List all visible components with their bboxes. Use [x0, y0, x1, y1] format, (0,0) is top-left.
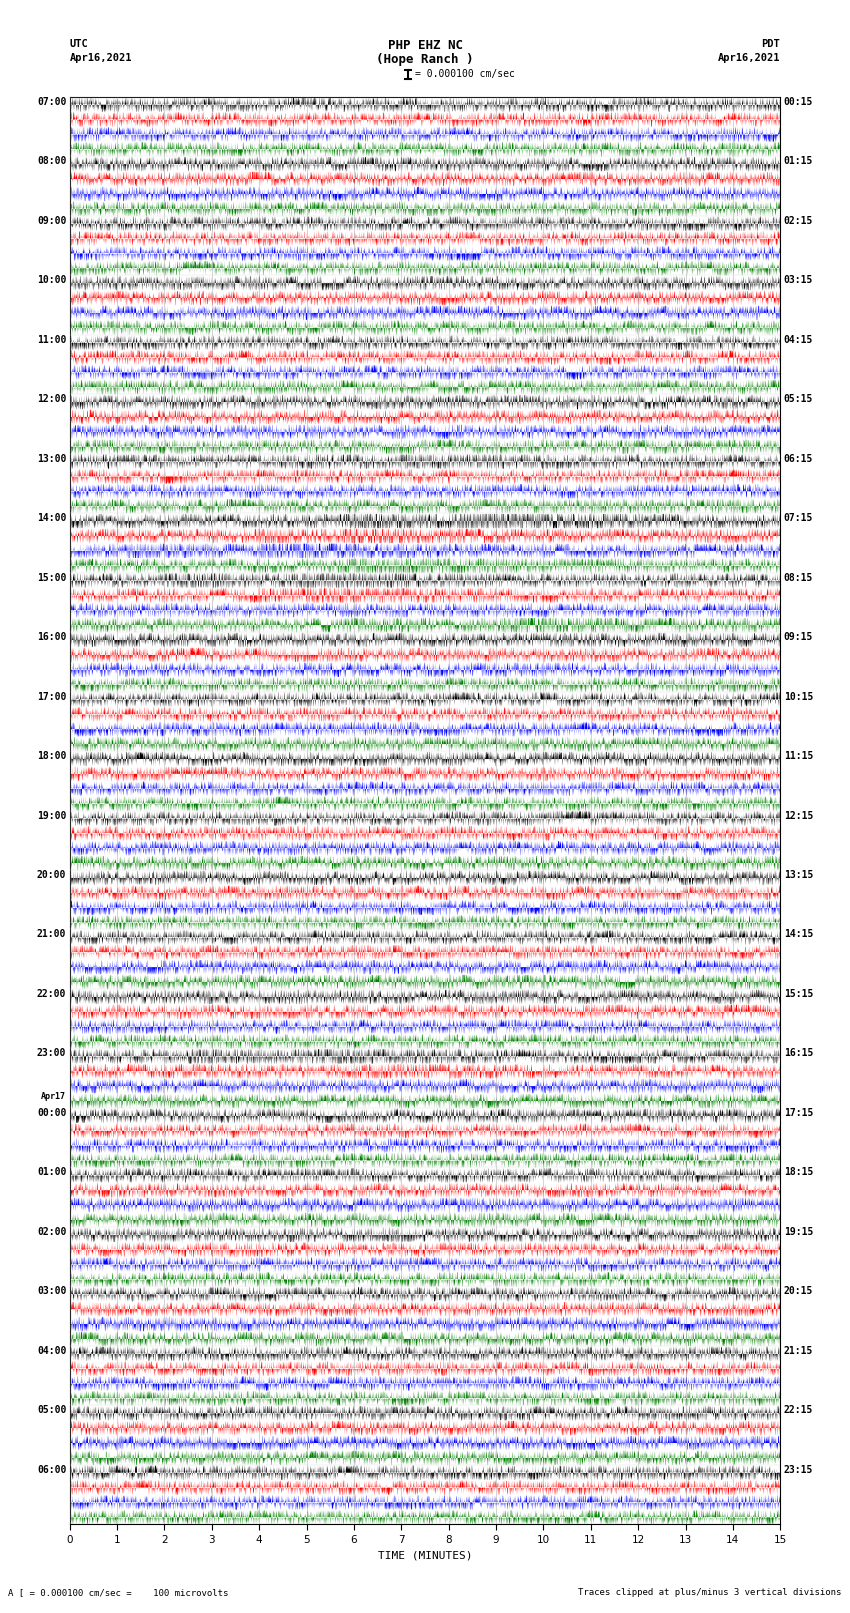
Text: 19:15: 19:15: [784, 1227, 813, 1237]
Text: 02:15: 02:15: [784, 216, 813, 226]
Text: A [ = 0.000100 cm/sec =    100 microvolts: A [ = 0.000100 cm/sec = 100 microvolts: [8, 1587, 229, 1597]
Text: 07:15: 07:15: [784, 513, 813, 523]
Text: 14:15: 14:15: [784, 929, 813, 939]
Text: 17:00: 17:00: [37, 692, 66, 702]
Text: 03:15: 03:15: [784, 276, 813, 286]
Text: 12:15: 12:15: [784, 811, 813, 821]
Text: Apr16,2021: Apr16,2021: [70, 53, 133, 63]
Text: 21:00: 21:00: [37, 929, 66, 939]
Text: 03:00: 03:00: [37, 1287, 66, 1297]
Text: 07:00: 07:00: [37, 97, 66, 106]
Text: 18:15: 18:15: [784, 1168, 813, 1177]
Text: 09:00: 09:00: [37, 216, 66, 226]
X-axis label: TIME (MINUTES): TIME (MINUTES): [377, 1550, 473, 1560]
Text: 05:00: 05:00: [37, 1405, 66, 1415]
Text: PDT: PDT: [762, 39, 780, 48]
Text: 11:15: 11:15: [784, 752, 813, 761]
Text: Apr16,2021: Apr16,2021: [717, 53, 780, 63]
Text: 21:15: 21:15: [784, 1345, 813, 1357]
Text: Apr17: Apr17: [42, 1092, 66, 1102]
Text: 08:15: 08:15: [784, 573, 813, 582]
Text: 04:15: 04:15: [784, 336, 813, 345]
Text: Traces clipped at plus/minus 3 vertical divisions: Traces clipped at plus/minus 3 vertical …: [578, 1587, 842, 1597]
Text: 01:15: 01:15: [784, 156, 813, 166]
Text: 04:00: 04:00: [37, 1345, 66, 1357]
Text: 06:15: 06:15: [784, 453, 813, 463]
Text: 16:15: 16:15: [784, 1048, 813, 1058]
Text: 06:00: 06:00: [37, 1465, 66, 1474]
Text: 01:00: 01:00: [37, 1168, 66, 1177]
Text: 20:00: 20:00: [37, 869, 66, 881]
Text: 12:00: 12:00: [37, 394, 66, 405]
Text: 11:00: 11:00: [37, 336, 66, 345]
Text: 22:15: 22:15: [784, 1405, 813, 1415]
Text: 09:15: 09:15: [784, 632, 813, 642]
Text: = 0.000100 cm/sec: = 0.000100 cm/sec: [415, 69, 514, 79]
Text: 18:00: 18:00: [37, 752, 66, 761]
Text: 20:15: 20:15: [784, 1287, 813, 1297]
Text: 15:15: 15:15: [784, 989, 813, 998]
Text: 22:00: 22:00: [37, 989, 66, 998]
Text: 15:00: 15:00: [37, 573, 66, 582]
Text: 05:15: 05:15: [784, 394, 813, 405]
Text: UTC: UTC: [70, 39, 88, 48]
Text: 00:00: 00:00: [37, 1108, 66, 1118]
Text: 13:00: 13:00: [37, 453, 66, 463]
Text: (Hope Ranch ): (Hope Ranch ): [377, 53, 473, 66]
Text: 23:15: 23:15: [784, 1465, 813, 1474]
Text: 13:15: 13:15: [784, 869, 813, 881]
Text: 00:15: 00:15: [784, 97, 813, 106]
Text: 10:15: 10:15: [784, 692, 813, 702]
Text: 10:00: 10:00: [37, 276, 66, 286]
Text: 02:00: 02:00: [37, 1227, 66, 1237]
Text: 14:00: 14:00: [37, 513, 66, 523]
Text: 23:00: 23:00: [37, 1048, 66, 1058]
Text: PHP EHZ NC: PHP EHZ NC: [388, 39, 462, 52]
Text: 17:15: 17:15: [784, 1108, 813, 1118]
Text: 08:00: 08:00: [37, 156, 66, 166]
Text: 16:00: 16:00: [37, 632, 66, 642]
Text: 19:00: 19:00: [37, 811, 66, 821]
